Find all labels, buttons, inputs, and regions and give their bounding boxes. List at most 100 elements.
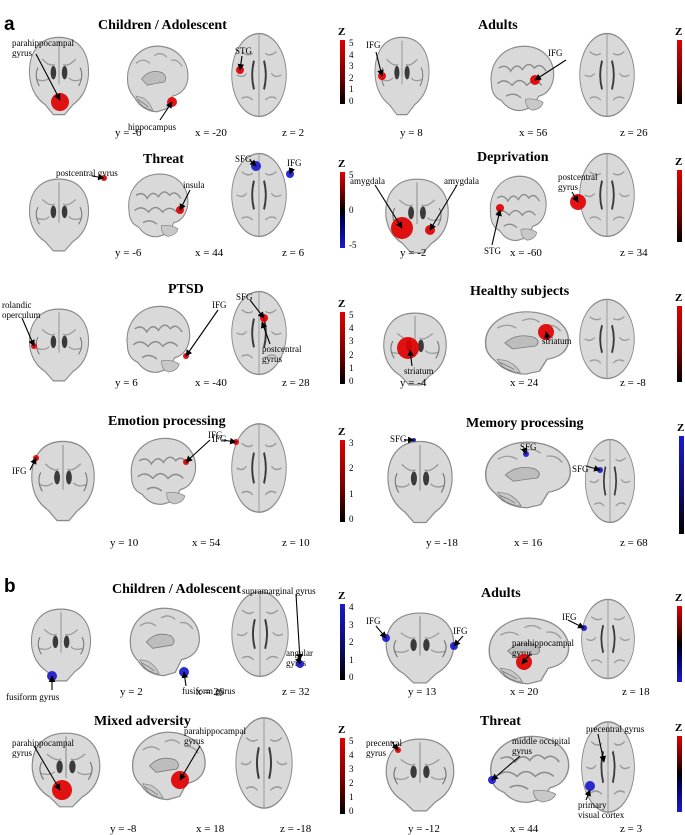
- slice-coordinate-a-healthy-0: y = -4: [400, 377, 427, 389]
- panel-letter-b: b: [4, 576, 16, 597]
- brain-slice-a-ptsd-1: [120, 300, 194, 385]
- region-label-b-mixed-0: parahippocampal gyrus: [12, 738, 74, 758]
- color-scale-tick: 5: [349, 736, 354, 746]
- brain-slice-a-emotion-1: [124, 432, 200, 517]
- axial-slice-image: [235, 717, 293, 809]
- sagittal-lateral-slice-image: [490, 45, 555, 112]
- label-arrow-b-adults-3: [567, 619, 585, 629]
- color-scale-tick: 4: [349, 750, 354, 760]
- label-arrow-b-adults-1: [453, 635, 464, 647]
- brain-slice-b-children-0: [26, 606, 96, 689]
- region-label-b-threat-1: middle occipital gyrus: [512, 736, 571, 756]
- slice-coordinate-a-healthy-2: z = -8: [620, 377, 646, 389]
- sagittal-lateral-slice-image: [128, 173, 189, 238]
- slice-coordinate-a-emotion-2: z = 10: [282, 537, 310, 549]
- slice-coordinate-a-deprivation-0: y = -2: [400, 247, 427, 259]
- label-arrow-a-ptsd-1: [185, 309, 219, 357]
- label-arrow-a-threat-3: [288, 167, 296, 175]
- region-label-a-deprivation-0: amygdala: [350, 176, 385, 186]
- region-label-a-emotion-2: IFG: [212, 434, 227, 444]
- sagittal-lateral-slice-image: [130, 437, 197, 505]
- brain-slice-a-threat-0: [24, 176, 94, 259]
- color-scale-tick: 0: [349, 376, 354, 386]
- region-label-a-memory-2: SFG: [572, 464, 589, 474]
- coronal-slice-image: [387, 440, 453, 524]
- region-label-b-adults-3: IFG: [562, 612, 577, 622]
- color-scale-tick: 4: [349, 323, 354, 334]
- region-label-a-adults-1: IFG: [548, 48, 563, 58]
- section-title-b-adults: Adults: [481, 586, 521, 601]
- brain-slice-b-mixed-0: [26, 730, 106, 815]
- brain-slice-a-memory-1: [478, 436, 576, 519]
- color-scale-tick: 3: [349, 438, 354, 448]
- brain-slice-a-ptsd-2: [228, 288, 290, 383]
- brain-slice-b-threat-1: [482, 730, 574, 815]
- brain-slice-a-children-1: [122, 40, 192, 123]
- region-label-b-children-2: supramarginal gyrus: [242, 586, 316, 596]
- label-arrow-a-emotion-0: [29, 457, 37, 471]
- color-scale-z-label: Z: [677, 422, 685, 434]
- axial-slice-image: [231, 32, 287, 118]
- label-arrow-a-adults-1: [534, 59, 567, 81]
- brain-slice-a-adults-2: [576, 30, 638, 125]
- slice-coordinate-a-memory-1: x = 16: [514, 537, 543, 549]
- region-label-a-healthy-0: striatum: [404, 366, 434, 376]
- axial-slice-image: [579, 152, 635, 238]
- slice-coordinate-a-memory-2: z = 68: [620, 537, 648, 549]
- activation-cluster-a-children-0: [51, 93, 69, 111]
- color-scale-bar: [340, 440, 345, 522]
- region-label-a-deprivation-2: postcentral gyrus: [558, 172, 598, 192]
- region-label-b-adults-2: parahippocampal gyrus: [512, 638, 574, 658]
- label-arrow-a-deprivation-0: [374, 184, 403, 229]
- color-scale-tick: 0: [349, 96, 354, 106]
- label-arrow-b-children-2: [295, 593, 303, 661]
- slice-coordinate-a-threat-1: x = 44: [195, 247, 224, 259]
- slice-coordinate-a-children-0: y = -6: [115, 127, 142, 139]
- axial-slice-image: [231, 290, 287, 376]
- axial-slice-image: [231, 590, 289, 678]
- region-label-a-ptsd-3: postcentral gyrus: [262, 344, 302, 364]
- activation-cluster-b-mixed-0: [52, 780, 72, 800]
- region-label-b-children-0: fusiform gyrus: [6, 692, 60, 702]
- region-label-a-threat-2: SFG: [235, 154, 252, 164]
- label-arrow-a-ptsd-3: [260, 321, 271, 345]
- brain-slice-a-memory-0: [382, 438, 458, 531]
- label-arrow-a-children-0: [35, 53, 61, 101]
- region-label-a-children-0: parahippocampal gyrus: [12, 38, 74, 58]
- axial-slice-image: [579, 298, 635, 380]
- brain-slice-b-threat-2: [578, 718, 638, 821]
- color-scale-z-label: Z: [338, 298, 346, 310]
- label-arrow-a-memory-2: [585, 465, 601, 472]
- slice-coordinate-a-threat-0: y = -6: [115, 247, 142, 259]
- region-label-a-emotion-1: IFG: [208, 430, 223, 440]
- brain-slice-b-children-2: [228, 588, 292, 685]
- color-scale-bar: [340, 604, 345, 680]
- axial-slice-image: [584, 438, 636, 524]
- brain-slice-b-mixed-2: [232, 714, 296, 817]
- color-scale-bar: [677, 40, 682, 104]
- color-scale-bar: [340, 738, 345, 814]
- color-scale-tick: 5: [349, 170, 354, 180]
- section-title-a-emotion: Emotion processing: [108, 414, 226, 429]
- brain-slice-b-children-1: [124, 602, 204, 687]
- color-scale-tick: 0: [349, 514, 354, 524]
- color-scale-tick: 2: [349, 463, 354, 474]
- slice-coordinate-b-children-2: z = 32: [282, 686, 310, 698]
- brain-slice-a-adults-1: [484, 40, 558, 123]
- slice-coordinate-a-emotion-1: x = 54: [192, 537, 221, 549]
- sagittal-slice-image: [129, 607, 200, 677]
- color-scale-tick: 3: [349, 61, 354, 72]
- region-label-b-children-1: fusiform gyrus: [182, 686, 236, 696]
- color-scale-tick: 2: [349, 349, 354, 360]
- slice-coordinate-a-children-1: x = -20: [195, 127, 227, 139]
- section-title-a-deprivation: Deprivation: [477, 150, 549, 165]
- label-arrow-a-deprivation-2: [571, 191, 579, 203]
- section-title-a-adults: Adults: [478, 18, 518, 33]
- slice-coordinate-a-threat-2: z = 6: [282, 247, 305, 259]
- axial-slice-image: [579, 32, 635, 118]
- color-scale-bar: [677, 306, 682, 382]
- coronal-slice-image: [31, 608, 91, 682]
- label-arrow-b-mixed-1: [179, 745, 201, 781]
- brain-slice-a-threat-1: [122, 168, 192, 249]
- coronal-slice-image: [29, 178, 89, 252]
